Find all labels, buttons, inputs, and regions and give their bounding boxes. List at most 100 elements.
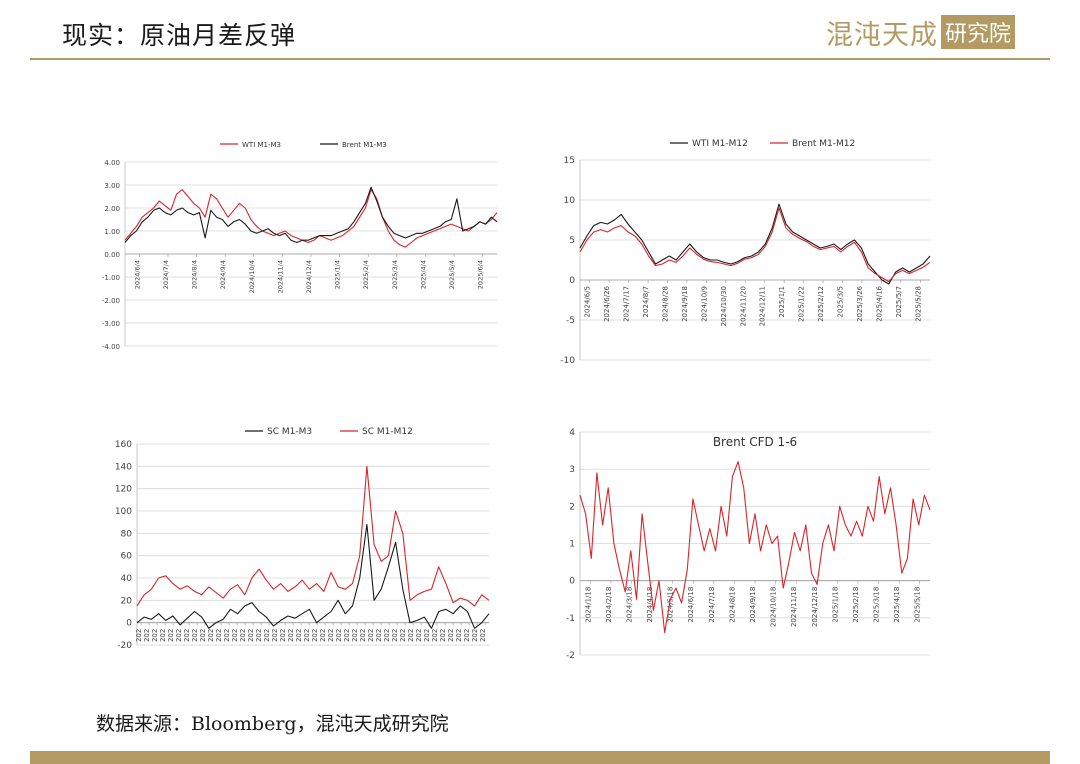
x-tick-label: 202 xyxy=(295,629,303,642)
x-tick-label: 2024/10/4 xyxy=(248,260,256,293)
x-tick-label: 202 xyxy=(247,629,255,642)
x-tick-label: 2025/5/18 xyxy=(914,587,922,623)
x-tick-label: 202 xyxy=(423,629,431,642)
x-tick-label: 2024/7/18 xyxy=(708,587,716,623)
x-tick-label: 202 xyxy=(367,629,375,642)
x-tick-label: 2025/2/12 xyxy=(817,286,825,322)
legend-label: WTI M1-M12 xyxy=(692,139,748,149)
x-tick-label: 2024/7/4 xyxy=(162,260,170,289)
x-tick-label: 2025/3/5 xyxy=(837,286,845,317)
x-tick-label: 202 xyxy=(215,629,223,642)
source-note: 数据来源：Bloomberg，混沌天成研究院 xyxy=(96,713,449,735)
y-tick-label: 5 xyxy=(569,236,575,246)
y-tick-label: -3.00 xyxy=(102,320,120,328)
x-tick-label: 2024/10/18 xyxy=(770,587,778,627)
y-tick-label: 60 xyxy=(121,552,133,562)
x-tick-label: 202 xyxy=(439,629,447,642)
y-tick-label: 3.00 xyxy=(104,182,120,190)
x-tick-label: 2024/9/18 xyxy=(749,587,757,623)
x-tick-label: 202 xyxy=(407,629,415,642)
y-tick-label: -5 xyxy=(566,316,575,326)
y-tick-label: 0.00 xyxy=(104,251,120,259)
x-tick-label: 2024/11/4 xyxy=(276,260,284,293)
x-tick-label: 2024/6/4 xyxy=(133,260,141,289)
logo-text: 混沌天成 xyxy=(826,19,938,51)
x-tick-label: 202 xyxy=(319,629,327,642)
x-tick-label: 2024/12/4 xyxy=(305,260,313,293)
x-tick-label: 202 xyxy=(327,629,335,642)
y-tick-label: 1 xyxy=(569,540,575,550)
x-tick-label: 2024/6/18 xyxy=(687,587,695,623)
x-tick-label: 202 xyxy=(207,629,215,642)
y-tick-label: 1.00 xyxy=(104,228,120,236)
y-tick-label: 2 xyxy=(569,502,575,512)
header-divider xyxy=(30,58,1050,60)
x-tick-label: 202 xyxy=(191,629,199,642)
x-tick-label: 2024/5/18 xyxy=(667,587,675,623)
y-tick-label: -2.00 xyxy=(102,297,120,305)
brand-logo: 混沌天成 研究院 xyxy=(826,14,1016,51)
series-line-1 xyxy=(124,189,498,248)
x-tick-label: 202 xyxy=(479,629,487,642)
x-tick-label: 202 xyxy=(311,629,319,642)
x-tick-label: 202 xyxy=(159,629,167,642)
series-line-2 xyxy=(124,186,498,244)
x-tick-label: 2024/7/17 xyxy=(623,286,631,322)
y-tick-label: 2.00 xyxy=(104,205,120,213)
x-tick-label: 2025/5/7 xyxy=(895,286,903,317)
x-tick-label: 202 xyxy=(455,629,463,642)
y-tick-label: 80 xyxy=(121,529,133,539)
series-line-2 xyxy=(136,465,490,607)
x-tick-label: 2024/12/18 xyxy=(811,587,819,627)
x-tick-label: 2024/10/30 xyxy=(720,286,728,326)
x-tick-label: 202 xyxy=(175,629,183,642)
x-tick-label: 2025/3/26 xyxy=(856,285,864,321)
legend-label: Brent M1-M3 xyxy=(342,141,387,149)
x-tick-label: 2025/1/18 xyxy=(831,587,839,623)
x-tick-label: 202 xyxy=(135,629,143,642)
x-tick-label: 2024/2/18 xyxy=(605,587,613,623)
y-tick-label: 100 xyxy=(115,507,132,517)
y-tick-label: 0 xyxy=(569,577,575,587)
x-tick-label: 2024/12/11 xyxy=(759,286,767,326)
x-tick-label: 2024/6/5 xyxy=(584,286,592,317)
chart-m1-m12: 15 10 5 0 -5 -10 2024/6/5 2024/6/26 2024/7/17 202… xyxy=(560,139,931,366)
x-tick-label: 2025/1/4 xyxy=(334,260,342,289)
x-tick-label: 2025/5/4 xyxy=(448,260,456,289)
x-tick-label: 202 xyxy=(271,629,279,642)
x-tick-label: 2024/1/18 xyxy=(584,587,592,623)
y-tick-label: 0 xyxy=(126,619,132,629)
x-tick-label: 202 xyxy=(199,629,207,642)
page-title: 现实：原油月差反弹 xyxy=(62,21,297,50)
y-tick-label: 140 xyxy=(115,462,132,472)
y-tick-label: 15 xyxy=(564,156,575,166)
y-tick-label: -1 xyxy=(566,614,575,624)
y-tick-label: 40 xyxy=(121,574,133,584)
y-tick-label: 0 xyxy=(569,276,575,286)
legend-label: SC M1-M3 xyxy=(267,427,312,437)
x-tick-label: 202 xyxy=(471,629,479,642)
x-tick-label: 2024/9/4 xyxy=(219,260,227,289)
x-tick-label: 2024/10/9 xyxy=(700,286,708,322)
x-tick-label: 202 xyxy=(399,629,407,642)
x-tick-label: 202 xyxy=(183,629,191,642)
x-tick-label: 2024/8/28 xyxy=(662,286,670,322)
y-tick-label: 3 xyxy=(569,465,575,475)
x-tick-label: 2025/1/1 xyxy=(778,286,786,317)
x-tick-label: 2024/8/7 xyxy=(642,286,650,317)
chart-wti-brent-m1-m3: 4.00 3.00 2.00 1.00 0.00 -1.00 -2.00 -3.00 -4.00… xyxy=(102,141,498,351)
y-tick-label: -10 xyxy=(560,356,575,366)
x-tick-label: 2025/6/4 xyxy=(477,260,485,289)
x-tick-label: 2025/2/4 xyxy=(362,260,370,289)
x-tick-label: 2024/3/18 xyxy=(625,587,633,623)
x-tick-label: 2025/4/18 xyxy=(893,587,901,623)
x-tick-label: 202 xyxy=(391,629,399,642)
x-tick-label: 202 xyxy=(303,629,311,642)
x-tick-label: 202 xyxy=(279,629,287,642)
x-tick-label: 202 xyxy=(351,629,359,642)
x-tick-label: 2025/3/18 xyxy=(873,587,881,623)
y-tick-label: 160 xyxy=(115,440,132,450)
y-tick-label: 120 xyxy=(115,485,132,495)
x-tick-label: 202 xyxy=(167,629,175,642)
